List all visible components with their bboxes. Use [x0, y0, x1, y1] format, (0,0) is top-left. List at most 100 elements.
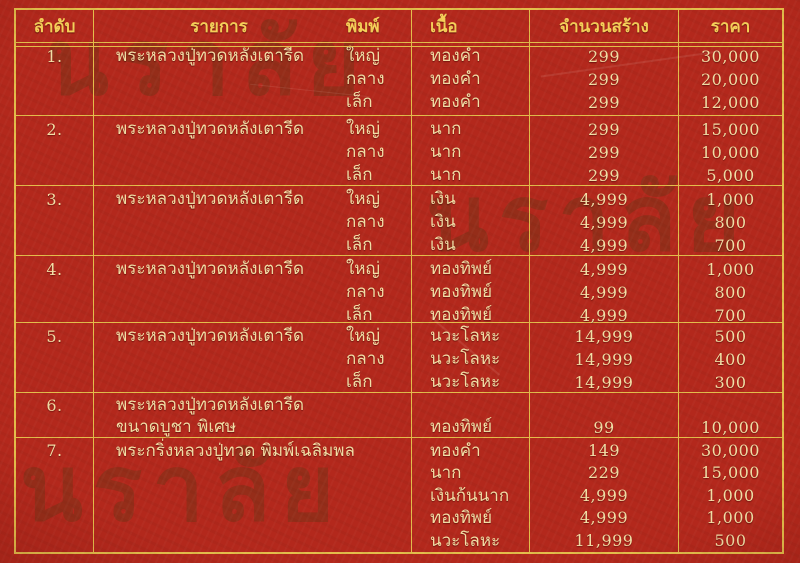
print-sizes: ใหญ่ กลาง เล็ก: [346, 325, 385, 394]
item-name: พระกริ่งหลวงปู่ทวด พิมพ์เฉลิมพล: [116, 441, 355, 461]
quantity: 4,999: [579, 283, 629, 302]
price: 1,000: [706, 190, 755, 209]
row-no: 3.: [46, 190, 63, 209]
material: นาก: [430, 119, 462, 139]
item-name-line2: ขนาดบูชา พิเศษ: [116, 416, 237, 437]
material: ทองคำ: [430, 441, 481, 461]
print-sizes: ใหญ่ กลาง เล็ก: [346, 45, 385, 114]
material: ทองคำ: [430, 92, 481, 112]
table-row-group-7: 7. พระกริ่งหลวงปู่ทวด พิมพ์เฉลิมพล ทองคำ…: [16, 438, 782, 552]
material: นวะโลหะ: [430, 326, 501, 346]
row-no: 4.: [46, 260, 63, 279]
price: 700: [714, 306, 747, 325]
table-row-group-4: 4. พระหลวงปู่ทวดหลังเตารีด ใหญ่ กลาง เล็…: [16, 256, 782, 325]
row-no: 1.: [46, 47, 63, 66]
print-sizes: ใหญ่ กลาง เล็ก: [346, 188, 385, 257]
item-name: พระหลวงปู่ทวดหลังเตารีด: [116, 119, 305, 139]
material: ทองคำ: [430, 46, 481, 66]
price: 300: [714, 373, 747, 392]
price: 15,000: [701, 463, 760, 483]
print-size: เล็ก: [346, 235, 373, 255]
material: ทองทิพย์: [430, 282, 493, 302]
material: นวะโลหะ: [430, 349, 501, 369]
material: ทองทิพย์: [430, 305, 493, 325]
material: นาก: [430, 463, 462, 484]
material: ทองทิพย์: [430, 416, 493, 437]
quantity: 229: [587, 463, 621, 483]
material: ทองทิพย์: [430, 508, 493, 529]
material: เงิน: [430, 189, 456, 209]
print-size: กลาง: [346, 282, 385, 302]
table-row-group-1: 1. พระหลวงปู่ทวดหลังเตารีด ใหญ่ กลาง เล็…: [16, 43, 782, 116]
print-size: กลาง: [346, 69, 385, 89]
print-sizes: ใหญ่ กลาง เล็ก: [346, 258, 385, 327]
print-size: ใหญ่: [346, 119, 380, 139]
print-sizes: ใหญ่ กลาง เล็ก: [346, 118, 385, 187]
table-row-group-6: 6. พระหลวงปู่ทวดหลังเตารีด ขนาดบูชา พิเศ…: [16, 393, 782, 438]
price: 1,000: [706, 508, 755, 528]
price: 5,000: [706, 166, 755, 185]
quantity: 99: [593, 417, 615, 437]
quantity: 14,999: [574, 373, 634, 392]
item-name: พระหลวงปู่ทวดหลังเตารีด: [116, 259, 305, 279]
quantity: 299: [587, 143, 621, 162]
row-no: 6.: [46, 396, 63, 415]
print-size: เล็ก: [346, 165, 373, 185]
quantity: 4,999: [579, 485, 629, 505]
table-row-group-5: 5. พระหลวงปู่ทวดหลังเตารีด ใหญ่ กลาง เล็…: [16, 323, 782, 393]
price: 500: [714, 530, 747, 550]
price: 400: [714, 350, 747, 369]
quantity: 4,999: [579, 508, 629, 528]
price-table: ลำดับ รายการ พิมพ์ เนื้อ จำนวนสร้าง ราคา…: [14, 8, 784, 554]
quantity: 4,999: [579, 260, 629, 279]
item-name: พระหลวงปู่ทวดหลังเตารีด: [116, 395, 305, 415]
material: เงิน: [430, 212, 456, 232]
print-size: เล็ก: [346, 305, 373, 325]
price: 500: [714, 327, 747, 346]
price: 800: [714, 213, 747, 232]
price: 10,000: [701, 143, 760, 162]
item-name: พระหลวงปู่ทวดหลังเตารีด: [116, 326, 305, 346]
material: ทองคำ: [430, 69, 481, 89]
row-no: 7.: [46, 441, 63, 460]
header-item-print: รายการ พิมพ์: [94, 10, 412, 42]
quantity: 299: [587, 120, 621, 139]
quantity: 4,999: [579, 236, 629, 255]
print-size: ใหญ่: [346, 46, 380, 66]
price: 800: [714, 283, 747, 302]
quantity: 14,999: [574, 327, 634, 346]
price: 12,000: [701, 93, 760, 112]
material: เงินก้นนาก: [430, 485, 510, 506]
print-size: กลาง: [346, 212, 385, 232]
material: นวะโลหะ: [430, 372, 501, 392]
row-no: 2.: [46, 120, 63, 139]
header-print: พิมพ์: [346, 16, 380, 37]
price: 20,000: [701, 70, 760, 89]
material: เงิน: [430, 235, 456, 255]
header-no: ลำดับ: [16, 10, 94, 42]
header-material: เนื้อ: [412, 10, 530, 42]
quantity: 299: [587, 166, 621, 185]
quantity: 11,999: [574, 530, 634, 550]
price: 700: [714, 236, 747, 255]
price: 15,000: [701, 120, 760, 139]
item-name: พระหลวงปู่ทวดหลังเตารีด: [116, 189, 305, 209]
price: 30,000: [701, 47, 760, 66]
print-size: กลาง: [346, 349, 385, 369]
print-size: ใหญ่: [346, 259, 380, 279]
header-quantity: จำนวนสร้าง: [530, 10, 679, 42]
material: นาก: [430, 165, 462, 185]
table-row-group-2: 2. พระหลวงปู่ทวดหลังเตารีด ใหญ่ กลาง เล็…: [16, 116, 782, 186]
table-row-group-3: 3. พระหลวงปู่ทวดหลังเตารีด ใหญ่ กลาง เล็…: [16, 186, 782, 256]
print-size: กลาง: [346, 142, 385, 162]
quantity: 14,999: [574, 350, 634, 369]
quantity: 4,999: [579, 213, 629, 232]
item-name: พระหลวงปู่ทวดหลังเตารีด: [116, 46, 305, 66]
header-item: รายการ: [190, 16, 248, 37]
row-no: 5.: [46, 327, 63, 346]
quantity: 149: [587, 441, 621, 460]
quantity: 299: [587, 70, 621, 89]
table-header-row: ลำดับ รายการ พิมพ์ เนื้อ จำนวนสร้าง ราคา: [16, 10, 782, 47]
quantity: 299: [587, 93, 621, 112]
material: นาก: [430, 142, 462, 162]
